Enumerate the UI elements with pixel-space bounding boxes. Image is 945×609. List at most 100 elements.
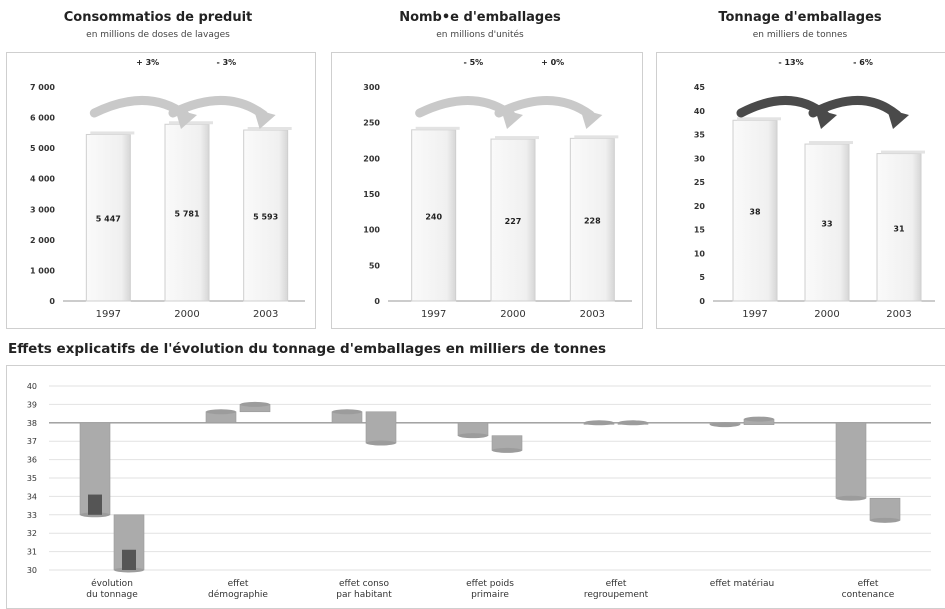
chart4-title: Effets explicatifs de l'évolution du ton… [8,341,607,357]
segment-end-cap [710,422,740,428]
y-tick-label: 7 000 [30,83,55,92]
dark-segment [88,494,102,515]
bar-top-face [415,126,460,130]
x-tick-label: 1997 [742,309,767,320]
trend-arrow-head [580,109,603,129]
waterfall-segment [365,411,397,444]
y-tick-label: 15 [694,226,706,235]
y-tick-label: 30 [27,566,37,575]
change-label: + 3% [136,58,159,67]
y-tick-label: 1 000 [30,266,55,275]
bar-top-face [737,117,781,121]
x-tick-label: 2003 [886,309,911,320]
bar-value-label: 228 [584,217,601,226]
category-label: regroupement [584,590,649,600]
bar [569,137,615,302]
chart2-subtitle: en millions d'unités [436,30,524,40]
y-tick-label: 3 000 [30,205,55,214]
segment-end-cap [332,409,362,415]
y-tick-label: 40 [27,382,37,391]
y-tick-label: 6 000 [30,114,55,123]
segment-end-cap [584,420,614,426]
segment-end-cap [870,517,900,523]
chart2-frame: 0 50 100 150 200 250 300 240 1997 227 2000 228 2003 -… [331,52,643,329]
y-tick-label: 33 [27,511,37,520]
bar-value-label: 33 [821,220,832,229]
trend-arrow-head [253,109,276,129]
bar [490,138,536,302]
bar-top-face [90,131,135,135]
y-tick-label: 36 [27,456,37,465]
bar-top-face [881,150,925,154]
x-tick-label: 2000 [500,309,525,320]
y-tick-label: 45 [694,83,706,92]
category-label: effet [858,579,879,589]
y-tick-label: 2 000 [30,236,55,245]
chart1-svg: 0 1 000 2 000 3 000 4 000 5 000 6 000 7 000 5 44… [30,58,305,320]
category-label: évolution [91,578,133,589]
segment-end-cap [206,409,236,415]
segment-end-cap [836,495,866,501]
y-tick-label: 300 [363,83,380,92]
change-label: - 3% [216,58,236,67]
y-tick-label: 35 [694,131,706,140]
y-tick-label: 20 [694,202,706,211]
y-tick-label: 40 [694,107,706,116]
category-label: effet [606,579,627,589]
y-tick-label: 5 000 [30,144,55,153]
trend-arrow-head [887,109,909,129]
waterfall-segment [835,422,867,499]
category-label: par habitant [336,590,392,600]
segment-end-cap [744,416,774,422]
bar [804,143,850,302]
category-label: effet [228,579,249,589]
chart2-title: Nomb•e d'emballages [399,10,561,25]
y-tick-label: 35 [27,474,37,483]
bar [85,133,131,302]
y-tick-label: 4 000 [30,175,55,184]
chart1-title: Consommatios de preduit [63,10,253,25]
bar-value-label: 5 781 [174,210,199,219]
y-tick-label: 39 [27,400,37,409]
bar-top-face [809,141,853,145]
change-label: - 13% [778,58,803,67]
bar [243,129,289,302]
chart3-title: Tonnage d'emballages [718,10,882,25]
bar-top-face [169,121,213,125]
category-label: démographie [208,589,268,600]
y-tick-label: 10 [694,249,706,258]
y-tick-label: 200 [363,154,380,163]
y-tick-label: 0 [49,297,55,306]
bar-value-label: 5 447 [96,215,121,224]
bar [164,123,210,302]
x-tick-label: 2000 [814,309,839,320]
bar-value-label: 227 [505,217,522,226]
y-tick-label: 150 [363,190,380,199]
bar [876,153,922,302]
change-label: - 6% [853,58,873,67]
bar-top-face [495,136,539,140]
bar [411,129,457,302]
y-tick-label: 100 [363,226,380,235]
chart2-svg: 0 50 100 150 200 250 300 240 1997 227 2000 228 2003 -… [363,58,632,320]
segment-end-cap [366,440,396,446]
segment-end-cap [458,433,488,439]
y-tick-label: 38 [27,419,37,428]
x-tick-label: 1997 [96,309,121,320]
bar-top-face [574,135,619,139]
x-tick-label: 1997 [421,309,446,320]
bar-value-label: 31 [893,224,905,233]
y-tick-label: 34 [27,492,37,501]
change-label: - 5% [463,58,483,67]
chart4-frame: 30 31 32 33 34 35 36 37 38 39 40 évolution du tonnag… [6,365,945,609]
y-tick-label: 5 [699,273,705,282]
y-tick-label: 25 [694,178,706,187]
y-tick-label: 30 [694,154,706,163]
y-tick-label: 37 [27,437,37,446]
bar-value-label: 5 593 [253,213,278,222]
x-tick-label: 2003 [253,309,278,320]
change-label: + 0% [541,58,564,67]
chart1-subtitle: en millions de doses de lavages [86,30,230,40]
bar-value-label: 38 [749,208,761,217]
category-label: effet conso [339,579,390,589]
